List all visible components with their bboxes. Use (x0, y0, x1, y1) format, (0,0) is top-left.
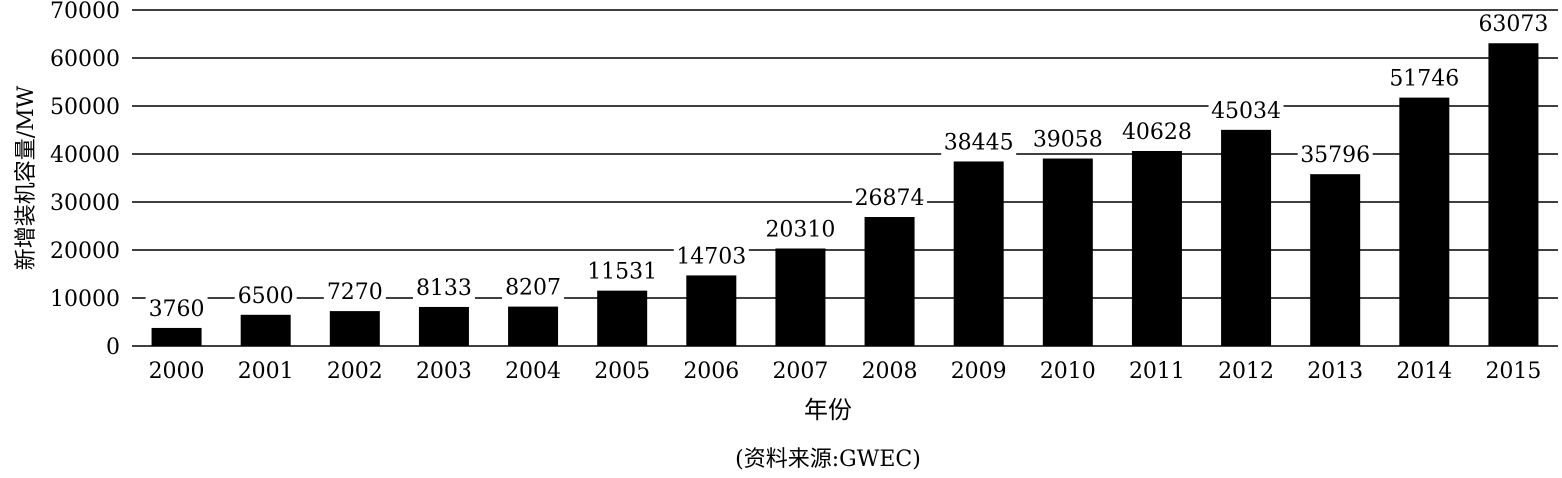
data-label: 63073 (1478, 12, 1548, 37)
y-tick-label: 60000 (50, 47, 120, 72)
y-tick-label: 50000 (50, 95, 120, 120)
y-axis-label: 新增装机容量/MW (14, 85, 39, 270)
x-tick-label: 2001 (238, 359, 294, 384)
data-label: 8207 (505, 276, 561, 301)
bar (1399, 97, 1450, 346)
x-tick-label: 2011 (1129, 359, 1185, 384)
data-label-background (1119, 118, 1195, 145)
x-tick-label: 2009 (951, 359, 1007, 384)
data-labels: 3760 6500 7270 8133 8207 11531 14703 20310 26874… (145, 11, 1551, 322)
data-label: 39058 (1033, 128, 1103, 153)
x-tick-label: 2005 (594, 359, 650, 384)
x-tick-label: 2004 (505, 359, 561, 384)
y-tick-label: 40000 (50, 143, 120, 168)
bar (597, 290, 648, 346)
bar (1310, 174, 1361, 346)
data-label: 51746 (1389, 67, 1459, 92)
y-tick-label: 0 (106, 335, 120, 360)
data-label: 26874 (855, 186, 925, 211)
data-label-background (941, 129, 1017, 156)
data-label-background (323, 279, 386, 306)
data-label-background (673, 243, 749, 270)
source-note: (资料来源:GWEC) (735, 447, 921, 472)
bar (1131, 150, 1182, 346)
x-axis-label: 年份 (804, 396, 852, 424)
x-tick-label: 2006 (683, 359, 739, 384)
data-label: 7270 (327, 280, 383, 305)
data-label: 3760 (149, 297, 205, 322)
data-label-background (1475, 11, 1551, 38)
data-label-background (1030, 126, 1106, 153)
bar (686, 275, 737, 346)
data-label-background (234, 282, 297, 309)
data-label: 38445 (944, 130, 1014, 155)
bar (1488, 43, 1539, 346)
data-label-background (1208, 97, 1284, 124)
data-label-background (145, 295, 208, 322)
data-label-background (1386, 65, 1462, 92)
y-tick-label: 20000 (50, 239, 120, 264)
data-label-background (584, 258, 660, 285)
x-tick-label: 2008 (862, 359, 918, 384)
data-label: 14703 (676, 244, 746, 269)
bar (864, 217, 915, 346)
bar (151, 327, 202, 346)
bar (418, 306, 469, 346)
bar (1221, 129, 1272, 346)
bar (1042, 158, 1093, 346)
x-tick-label: 2015 (1485, 359, 1541, 384)
x-tick-label: 2012 (1218, 359, 1274, 384)
x-tick-label: 2010 (1040, 359, 1096, 384)
bars (151, 43, 1539, 346)
y-tick-label: 70000 (50, 0, 120, 24)
data-label: 8133 (416, 276, 472, 301)
data-label: 11531 (587, 260, 657, 285)
data-label-background (412, 274, 475, 301)
bar (329, 311, 380, 346)
data-label: 45034 (1211, 99, 1281, 124)
bar (953, 161, 1004, 346)
bar (508, 306, 559, 346)
data-label: 40628 (1122, 120, 1192, 145)
data-label: 20310 (765, 218, 835, 243)
x-tick-label: 2003 (416, 359, 472, 384)
y-tick-labels: 0 10000 20000 30000 40000 50000 60000 70000 (50, 0, 120, 360)
x-tick-label: 2007 (772, 359, 828, 384)
data-label-background (1297, 142, 1373, 169)
y-tick-label: 30000 (50, 191, 120, 216)
data-label: 35796 (1300, 143, 1370, 168)
data-label-background (502, 274, 565, 301)
x-tick-label: 2000 (149, 359, 205, 384)
data-label-background (852, 185, 928, 212)
x-tick-label: 2002 (327, 359, 383, 384)
y-tick-label: 10000 (50, 287, 120, 312)
bar (240, 314, 291, 346)
data-label-background (762, 216, 838, 243)
data-label: 6500 (238, 284, 294, 309)
bar (775, 248, 826, 346)
x-tick-labels: 2000 2001 2002 2003 2004 2005 2006 2007 2008 2009… (149, 359, 1542, 384)
x-tick-label: 2013 (1307, 359, 1363, 384)
x-tick-label: 2014 (1396, 359, 1452, 384)
